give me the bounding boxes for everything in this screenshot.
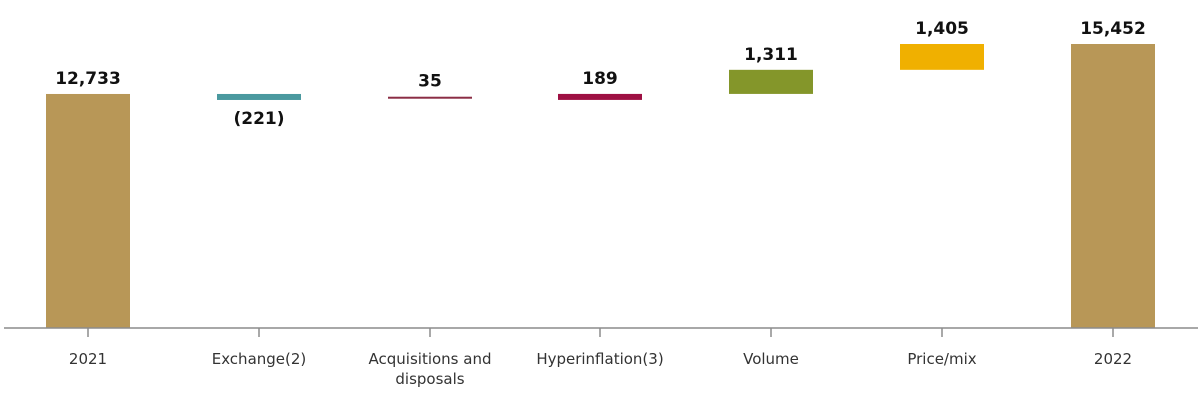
bar-1: [217, 93, 301, 100]
category-label-line: Hyperinflation(3): [536, 350, 663, 368]
tick-layer: [87, 328, 1114, 337]
value-label-6: 15,452: [1080, 19, 1146, 39]
bars-layer: [46, 44, 1155, 329]
category-label-5: Price/mix: [907, 350, 976, 368]
category-label-0: 2021: [69, 350, 107, 368]
category-label-line: 2021: [69, 350, 107, 368]
category-label-line: Acquisitions and: [369, 350, 492, 368]
category-label-6: 2022: [1094, 350, 1132, 368]
bar-5: [900, 44, 984, 70]
value-label-2: 35: [418, 72, 442, 92]
bar-6: [1071, 44, 1155, 328]
bar-4: [729, 69, 813, 94]
bar-0: [46, 93, 130, 329]
value-label-1: (221): [233, 109, 284, 129]
category-labels-layer: 2021 Exchange(2) Acquisitions and disposals…: [69, 350, 1132, 388]
category-label-1: Exchange(2): [212, 350, 307, 368]
category-label-line: disposals: [395, 370, 464, 388]
category-label-line: Price/mix: [907, 350, 976, 368]
category-label-line: Exchange(2): [212, 350, 307, 368]
value-label-3: 189: [582, 69, 618, 89]
category-label-line: Volume: [743, 350, 799, 368]
category-label-2: Acquisitions and disposals: [369, 350, 492, 388]
value-label-0: 12,733: [55, 69, 121, 89]
category-label-line: 2022: [1094, 350, 1132, 368]
value-label-5: 1,405: [915, 19, 969, 39]
value-labels-layer: 12,733 (221) 35 189 1,311 1,405 15,452: [55, 19, 1146, 129]
category-label-4: Volume: [743, 350, 799, 368]
bar-3: [558, 93, 642, 100]
category-label-3: Hyperinflation(3): [536, 350, 663, 368]
value-label-4: 1,311: [744, 45, 798, 65]
bar-2: [388, 96, 472, 99]
